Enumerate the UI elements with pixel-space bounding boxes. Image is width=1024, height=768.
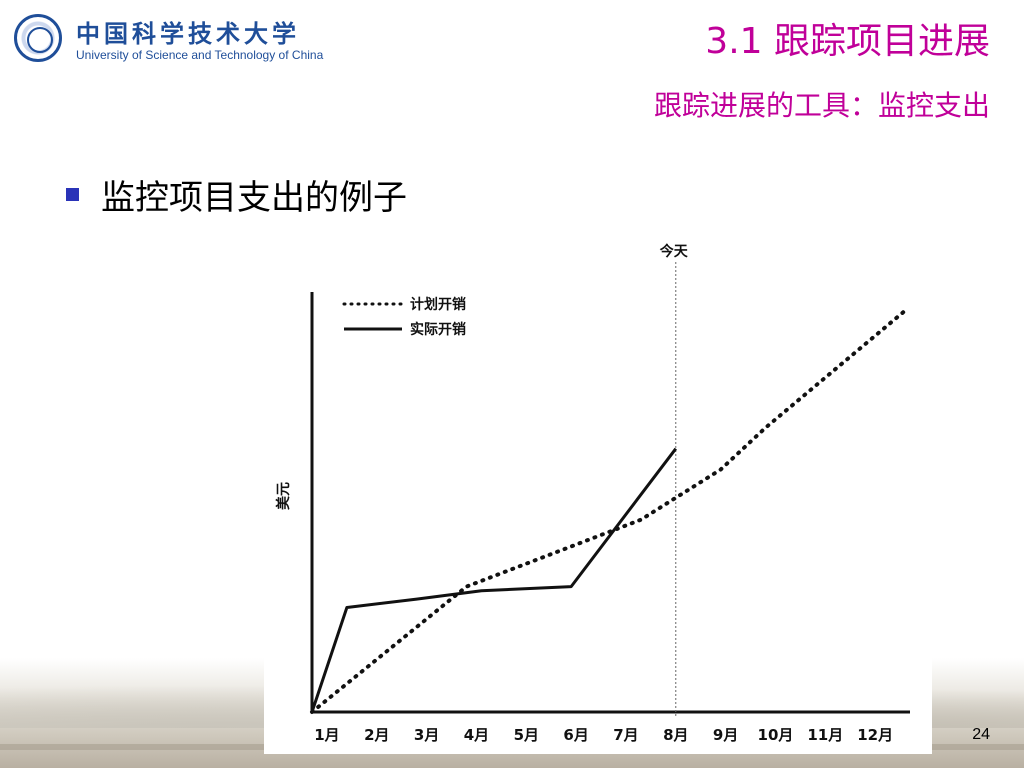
bullet-square-icon: [66, 188, 79, 201]
bullet-item: 监控项目支出的例子: [66, 170, 407, 219]
series-line-1: [310, 308, 908, 714]
y-axis-label: 美元: [275, 482, 292, 510]
x-tick-label: 1月: [314, 726, 339, 744]
x-tick-label: 11月: [807, 726, 843, 744]
legend-label-actual: 实际开销: [410, 321, 466, 338]
university-seal-icon: [14, 14, 62, 62]
x-tick-label: 3月: [414, 726, 439, 744]
x-tick-label: 12月: [857, 726, 893, 744]
logo-english-name: University of Science and Technology of …: [76, 48, 324, 62]
logo-chinese-name: 中国科学技术大学: [76, 19, 300, 48]
x-tick-label: 10月: [758, 726, 794, 744]
series-1-point: [765, 427, 766, 428]
x-tick-label: 7月: [613, 726, 638, 744]
slide-title: 3.1 跟踪项目进展: [705, 21, 990, 62]
x-tick-label: 8月: [663, 726, 688, 744]
x-tick-label: 2月: [364, 726, 389, 744]
bullet-text: 监控项目支出的例子: [101, 178, 407, 218]
expense-chart: 今天美元 1月 2月 3月 4月 5月 6月 7月 8月 9月 10月 11月 12月 计划开销实际开销: [264, 234, 932, 754]
today-label: 今天: [659, 243, 689, 260]
slide-subtitle: 跟踪进展的工具：监控支出: [653, 89, 990, 122]
legend-label-planned: 计划开销: [410, 296, 466, 313]
university-logo: 中国科学技术大学 University of Science and Techn…: [14, 10, 334, 66]
x-tick-label: 6月: [563, 726, 588, 744]
x-tick-label: 9月: [713, 726, 738, 744]
x-tick-label: 5月: [514, 726, 539, 744]
page-number: 24: [972, 726, 990, 743]
series-line-2: [310, 447, 677, 713]
x-tick-label: 4月: [464, 726, 489, 744]
